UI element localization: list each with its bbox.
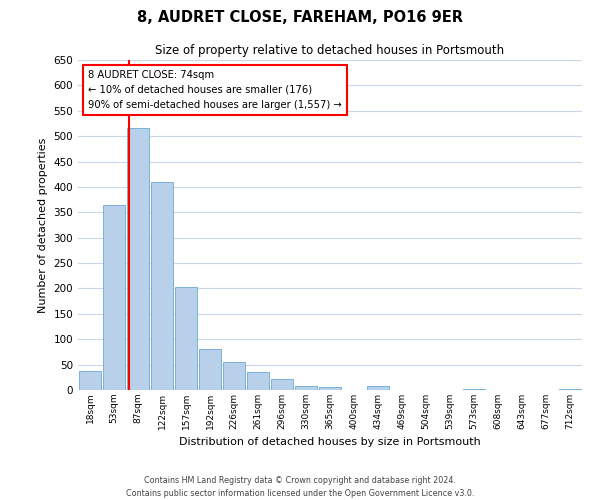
X-axis label: Distribution of detached houses by size in Portsmouth: Distribution of detached houses by size … <box>179 438 481 448</box>
Bar <box>79 370 101 390</box>
Bar <box>295 386 317 390</box>
Bar <box>463 389 485 390</box>
Bar <box>247 372 269 390</box>
Title: Size of property relative to detached houses in Portsmouth: Size of property relative to detached ho… <box>155 44 505 58</box>
Bar <box>271 379 293 390</box>
Bar <box>559 389 581 390</box>
Text: Contains HM Land Registry data © Crown copyright and database right 2024.
Contai: Contains HM Land Registry data © Crown c… <box>126 476 474 498</box>
Bar <box>199 349 221 390</box>
Bar <box>319 387 341 390</box>
Text: 8, AUDRET CLOSE, FAREHAM, PO16 9ER: 8, AUDRET CLOSE, FAREHAM, PO16 9ER <box>137 10 463 25</box>
Bar <box>367 386 389 390</box>
Bar <box>151 182 173 390</box>
Y-axis label: Number of detached properties: Number of detached properties <box>38 138 48 312</box>
Text: 8 AUDRET CLOSE: 74sqm
← 10% of detached houses are smaller (176)
90% of semi-det: 8 AUDRET CLOSE: 74sqm ← 10% of detached … <box>88 70 342 110</box>
Bar <box>127 128 149 390</box>
Bar <box>175 287 197 390</box>
Bar <box>103 204 125 390</box>
Bar <box>223 362 245 390</box>
